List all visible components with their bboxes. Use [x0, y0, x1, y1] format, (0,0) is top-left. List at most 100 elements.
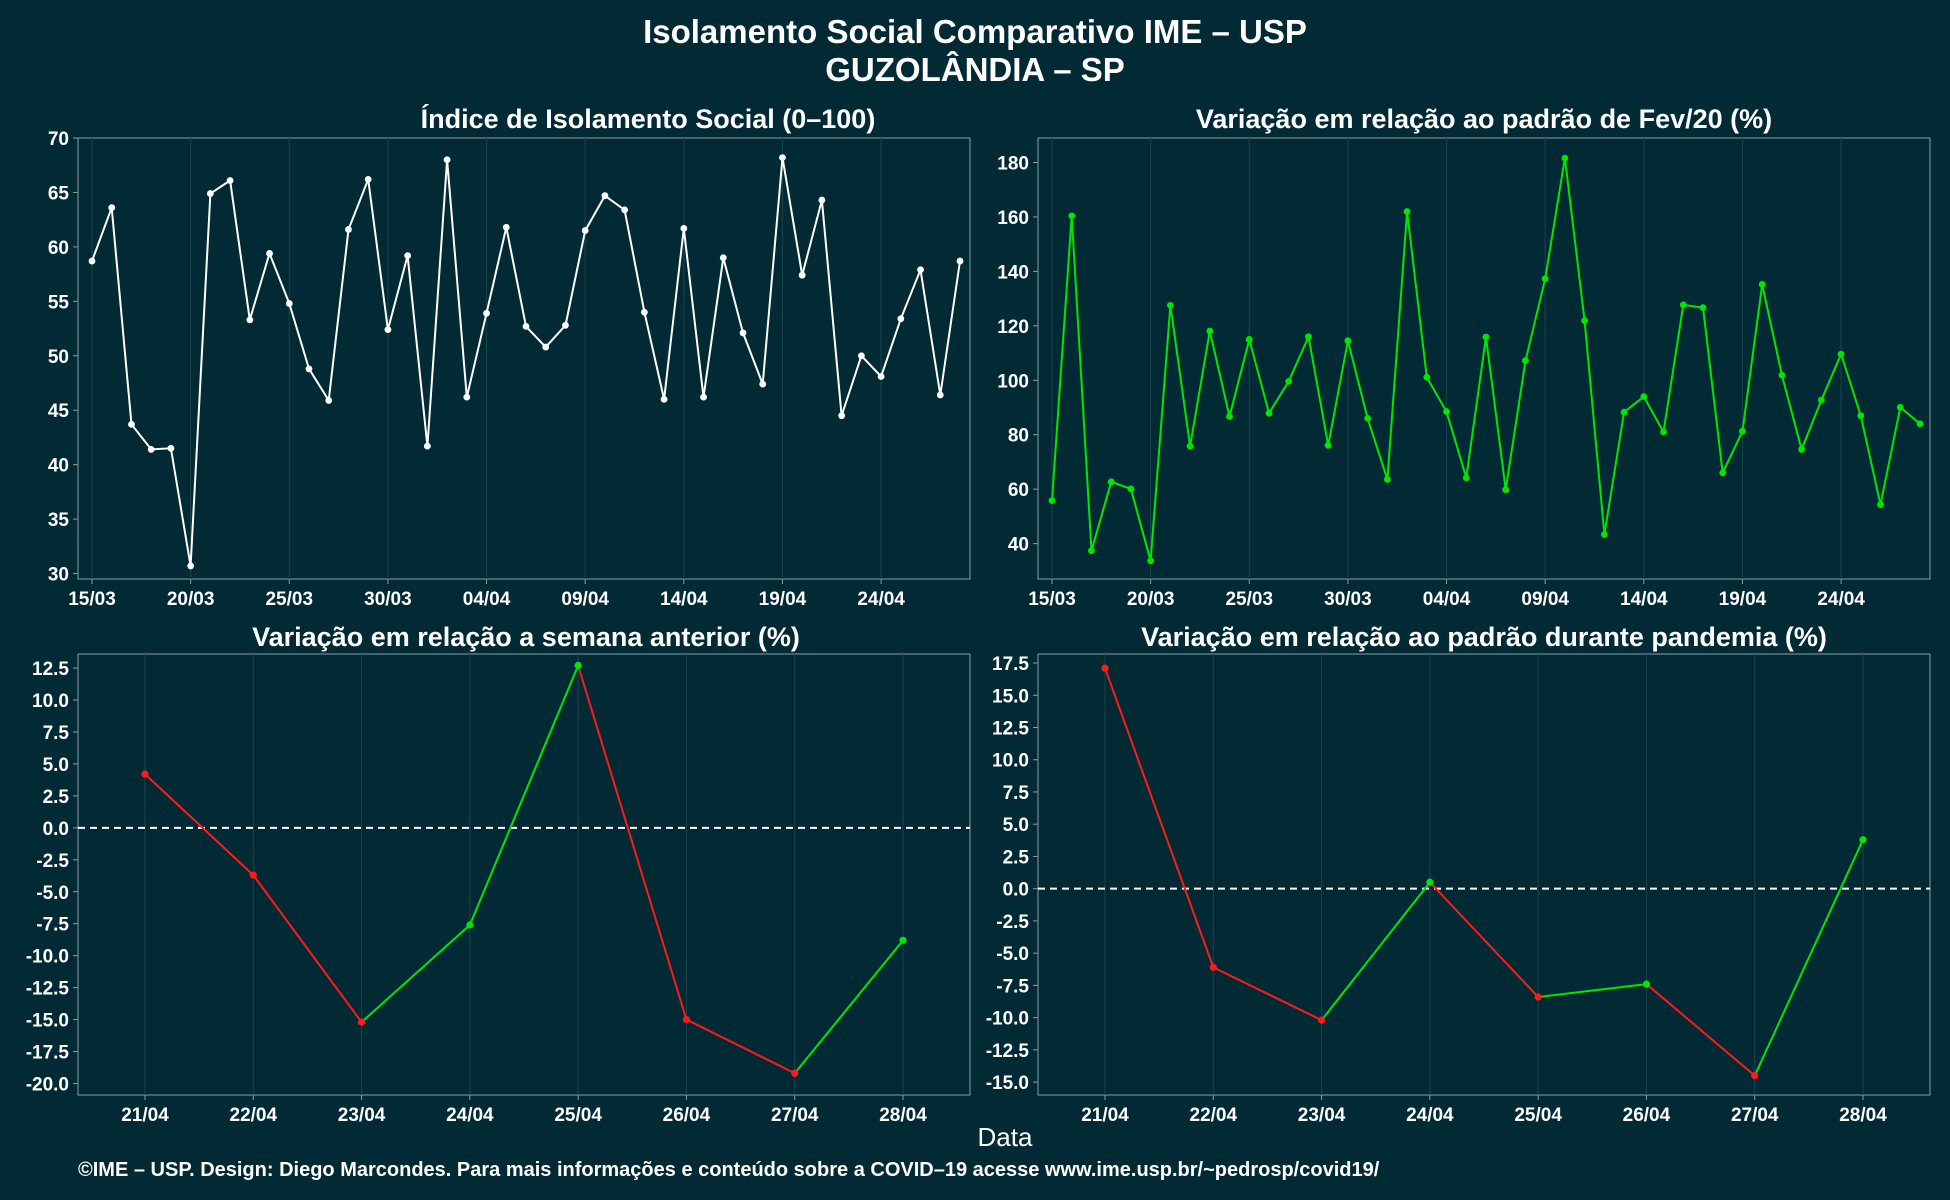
x-tick-label: 27/04 — [771, 1105, 819, 1126]
x-tick-label: 24/04 — [857, 589, 905, 610]
series-segment — [1104, 667, 1215, 968]
data-point — [466, 921, 474, 929]
data-point — [857, 352, 865, 360]
data-point — [345, 226, 352, 233]
data-point — [1482, 333, 1490, 341]
y-tick-label: 70 — [48, 129, 69, 150]
data-point — [1403, 208, 1411, 215]
data-point — [1317, 1016, 1326, 1024]
y-tick-label: -5.0 — [996, 944, 1029, 965]
x-tick-label: 23/04 — [338, 1105, 386, 1126]
data-point — [1423, 373, 1431, 381]
y-tick-label: 55 — [48, 292, 70, 313]
data-point — [917, 266, 924, 274]
y-tick-label: 140 — [997, 262, 1029, 283]
y-tick-label: 15.0 — [992, 686, 1029, 707]
y-tick-label: -2.5 — [996, 912, 1029, 933]
data-point — [1462, 474, 1470, 482]
data-point — [1426, 878, 1434, 886]
grid — [91, 138, 882, 579]
data-point — [1857, 412, 1865, 420]
data-point — [1166, 302, 1174, 309]
data-point — [791, 1069, 799, 1077]
data-point — [621, 206, 629, 214]
x-tick-label: 22/04 — [230, 1105, 278, 1126]
data-point — [1502, 486, 1510, 494]
data-point — [1186, 442, 1194, 450]
x-axis-label: Data — [978, 1122, 1033, 1152]
series-segment — [1753, 839, 1864, 1077]
data-point — [1642, 980, 1651, 988]
series-segment — [685, 1018, 796, 1075]
y-tick-label: 40 — [48, 456, 69, 477]
data-point — [1344, 337, 1352, 345]
data-point — [305, 365, 313, 373]
panel-title: Índice de Isolamento Social (0–100) — [421, 103, 876, 134]
series-segment — [1538, 983, 1647, 998]
x-tick-label: 28/04 — [879, 1105, 927, 1126]
data-point — [1101, 664, 1109, 672]
data-point — [325, 397, 333, 404]
data-point — [574, 661, 582, 670]
data-point — [357, 1018, 366, 1026]
data-point — [818, 196, 826, 204]
y-tick-label: 7.5 — [1003, 783, 1030, 804]
x-tick-label: 04/04 — [463, 589, 511, 610]
axes: 15/03 20/03 25/03 30/03 04/04 09/04 14/04 19/04… — [997, 154, 1865, 611]
y-tick-label: -10.0 — [986, 1009, 1029, 1030]
axes: 21/04 22/04 23/04 24/04 25/04 26/04 27/04 28/04… — [26, 659, 928, 1126]
data-point — [1561, 154, 1569, 162]
x-tick-label: 04/04 — [1423, 589, 1471, 610]
data-point — [660, 395, 668, 403]
figure-subtitle: GUZOLÂNDIA – SP — [825, 51, 1124, 88]
y-tick-label: -15.0 — [26, 1011, 69, 1032]
data-point — [522, 322, 530, 330]
data-point — [1837, 350, 1845, 358]
y-tick-label: 35 — [48, 510, 70, 531]
data-point — [384, 326, 392, 334]
data-point — [1699, 304, 1707, 311]
panel-title: Variação em relação ao padrão durante pa… — [1141, 622, 1827, 652]
data-point — [88, 257, 96, 265]
y-tick-label: -20.0 — [26, 1074, 69, 1095]
data-point — [1088, 547, 1095, 555]
x-tick-label: 25/03 — [265, 589, 313, 610]
data-point — [1758, 281, 1766, 288]
data-point — [1285, 377, 1293, 385]
x-tick-label: 24/04 — [446, 1105, 494, 1126]
data-point — [1859, 836, 1867, 844]
y-tick-label: 120 — [997, 317, 1029, 338]
grid — [1051, 138, 1842, 579]
data-point — [364, 175, 372, 183]
x-tick-label: 21/04 — [1081, 1105, 1129, 1126]
data-point — [147, 446, 155, 453]
y-tick-label: -10.0 — [26, 947, 69, 968]
data-point — [680, 224, 688, 232]
x-tick-label: 27/04 — [1731, 1105, 1779, 1126]
data-point — [682, 1015, 691, 1024]
data-point — [1896, 403, 1904, 411]
data-point — [1364, 414, 1372, 422]
data-point — [897, 315, 905, 323]
y-tick-label: 10.0 — [32, 691, 69, 712]
y-tick-label: -7.5 — [36, 915, 69, 936]
data-point — [1541, 275, 1549, 283]
data-point — [1068, 212, 1076, 220]
data-point — [1620, 408, 1628, 416]
data-point — [1147, 557, 1155, 565]
data-point — [1245, 336, 1253, 343]
x-tick-label: 14/04 — [660, 589, 708, 610]
data-point — [1798, 446, 1806, 453]
x-tick-label: 20/03 — [167, 589, 215, 610]
x-tick-label: 15/03 — [1028, 589, 1076, 610]
series-segment — [468, 665, 580, 926]
data-point — [1679, 301, 1687, 309]
data-point — [1916, 420, 1924, 428]
data-point — [779, 154, 786, 162]
y-tick-label: 60 — [48, 238, 69, 259]
x-tick-label: 14/04 — [1620, 589, 1668, 610]
data-point — [1383, 475, 1391, 483]
data-point — [542, 343, 550, 351]
x-tick-label: 26/04 — [1623, 1105, 1671, 1126]
x-tick-label: 26/04 — [663, 1105, 711, 1126]
